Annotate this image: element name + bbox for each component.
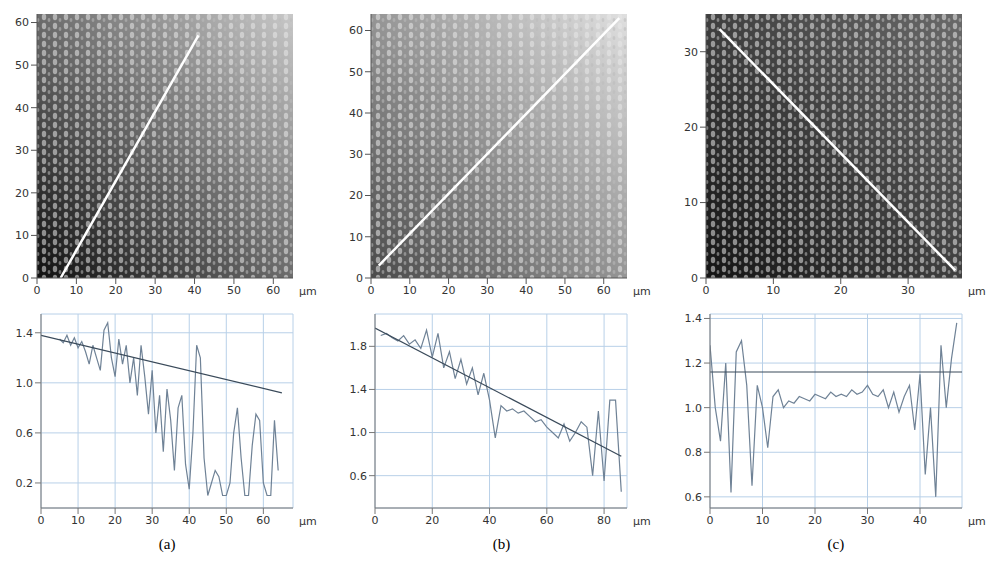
svg-text:20: 20 xyxy=(808,514,822,527)
svg-text:10: 10 xyxy=(71,514,85,527)
svg-text:0: 0 xyxy=(368,284,375,297)
svg-text:10: 10 xyxy=(766,284,780,297)
svg-text:0.2: 0.2 xyxy=(16,477,34,490)
svg-text:0: 0 xyxy=(702,284,709,297)
svg-text:10: 10 xyxy=(15,229,29,242)
svg-text:20: 20 xyxy=(684,121,698,134)
svg-text:1.4: 1.4 xyxy=(350,383,368,396)
svg-text:50: 50 xyxy=(15,59,29,72)
svg-text:1.4: 1.4 xyxy=(684,312,702,325)
svg-text:0: 0 xyxy=(34,284,41,297)
svg-text:0: 0 xyxy=(372,514,379,527)
svg-text:40: 40 xyxy=(483,514,497,527)
svg-text:80: 80 xyxy=(598,514,612,527)
svg-text:20: 20 xyxy=(426,514,440,527)
svg-text:10: 10 xyxy=(755,514,769,527)
svg-text:µm: µm xyxy=(299,515,317,528)
svg-text:60: 60 xyxy=(257,514,271,527)
svg-text:30: 30 xyxy=(684,46,698,59)
svg-text:20: 20 xyxy=(108,514,122,527)
svg-text:20: 20 xyxy=(109,284,123,297)
svg-text:1.0: 1.0 xyxy=(350,426,368,439)
svg-text:50: 50 xyxy=(558,284,572,297)
svg-text:40: 40 xyxy=(188,284,202,297)
svg-text:60: 60 xyxy=(266,284,280,297)
html-text:(c): (c) xyxy=(827,536,845,552)
svg-text:1.4: 1.4 xyxy=(16,327,34,340)
svg-text:10: 10 xyxy=(70,284,84,297)
svg-text:0: 0 xyxy=(706,514,713,527)
svg-text:30: 30 xyxy=(145,514,159,527)
html-text:(b): (b) xyxy=(492,536,511,552)
svg-text:10: 10 xyxy=(349,231,363,244)
svg-text:µm: µm xyxy=(968,515,986,528)
svg-text:30: 30 xyxy=(349,148,363,161)
svg-text:0: 0 xyxy=(356,272,363,285)
svg-text:1.0: 1.0 xyxy=(16,377,34,390)
svg-text:20: 20 xyxy=(442,284,456,297)
svg-text:50: 50 xyxy=(227,284,241,297)
svg-text:10: 10 xyxy=(684,196,698,209)
svg-text:40: 40 xyxy=(15,102,29,115)
svg-text:1.0: 1.0 xyxy=(684,402,702,415)
svg-text:µm: µm xyxy=(633,285,651,298)
svg-text:40: 40 xyxy=(182,514,196,527)
svg-text:30: 30 xyxy=(148,284,162,297)
svg-text:60: 60 xyxy=(349,24,363,37)
svg-text:µm: µm xyxy=(633,515,651,528)
svg-text:30: 30 xyxy=(15,144,29,157)
svg-text:30: 30 xyxy=(860,514,874,527)
svg-text:0: 0 xyxy=(22,272,29,285)
svg-text:20: 20 xyxy=(349,189,363,202)
svg-text:1.2: 1.2 xyxy=(684,357,702,370)
svg-text:0.6: 0.6 xyxy=(16,427,34,440)
svg-text:0: 0 xyxy=(38,514,45,527)
svg-text:µm: µm xyxy=(968,285,986,298)
svg-text:60: 60 xyxy=(597,284,611,297)
svg-text:50: 50 xyxy=(349,66,363,79)
svg-text:30: 30 xyxy=(901,284,915,297)
svg-text:40: 40 xyxy=(913,514,927,527)
svg-text:1.8: 1.8 xyxy=(350,340,368,353)
svg-text:0.8: 0.8 xyxy=(684,446,702,459)
svg-text:0: 0 xyxy=(691,272,698,285)
svg-text:20: 20 xyxy=(834,284,848,297)
svg-text:40: 40 xyxy=(349,107,363,120)
svg-text:0.6: 0.6 xyxy=(350,470,368,483)
svg-text:µm: µm xyxy=(299,285,317,298)
svg-text:20: 20 xyxy=(15,187,29,200)
svg-text:60: 60 xyxy=(540,514,554,527)
svg-text:0.6: 0.6 xyxy=(684,491,702,504)
svg-text:30: 30 xyxy=(481,284,495,297)
svg-text:40: 40 xyxy=(520,284,534,297)
svg-text:60: 60 xyxy=(15,16,29,29)
svg-text:10: 10 xyxy=(403,284,417,297)
html-text:(a): (a) xyxy=(158,536,176,552)
svg-text:50: 50 xyxy=(219,514,233,527)
